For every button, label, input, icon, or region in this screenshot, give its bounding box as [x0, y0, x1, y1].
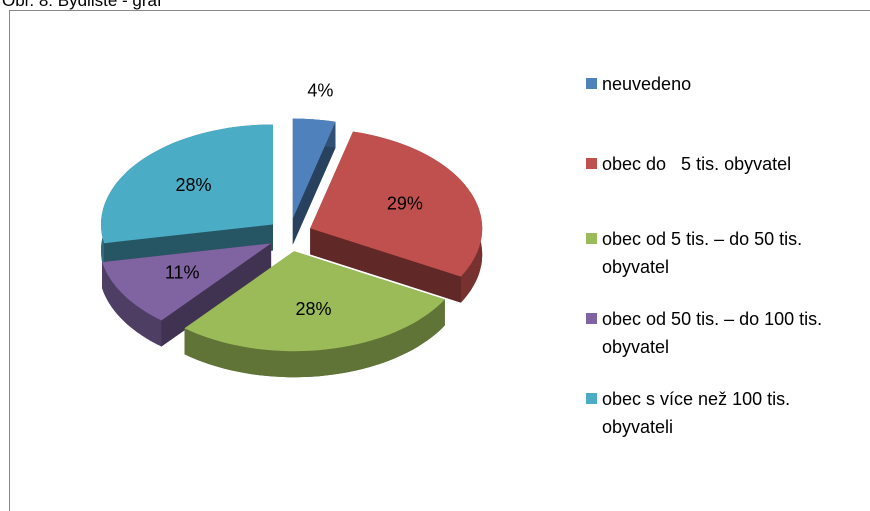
slice-side: [184, 299, 445, 378]
slice: [102, 243, 272, 347]
chart-frame: [9, 10, 870, 511]
legend-swatch: [586, 78, 597, 89]
slice-wall: [292, 121, 336, 245]
legend-item: obec od 50 tis. – do 100 tis. obyvatel: [586, 305, 852, 361]
slice-top: [184, 251, 445, 352]
slice-side: [102, 262, 162, 347]
slice: [184, 251, 445, 378]
legend-swatch: [586, 158, 597, 169]
slice-top: [310, 131, 483, 277]
legend-item: obec do 5 tis. obyvatel: [586, 150, 852, 178]
slice: [292, 118, 336, 245]
legend-label: obec do 5 tis. obyvatel: [602, 154, 792, 174]
legend-label: obec od 50 tis. – do 100 tis. obyvatel: [602, 309, 828, 357]
legend-item: obec s více než 100 tis. obyvateli: [586, 385, 852, 441]
data-label: 29%: [387, 193, 423, 213]
slice-top: [292, 118, 336, 219]
chart-title: Obr. 8: Bydliště - graf: [2, 0, 162, 10]
legend-item: obec od 5 tis. – do 50 tis. obyvatel: [586, 225, 852, 281]
legend-item: neuvedeno: [586, 70, 852, 98]
legend-swatch: [586, 393, 597, 404]
data-label: 11%: [165, 263, 200, 283]
slice: [310, 131, 483, 303]
legend-label: neuvedeno: [602, 74, 692, 94]
data-label: 28%: [176, 175, 212, 195]
slice-top: [102, 243, 272, 321]
legend-label: obec od 5 tis. – do 50 tis. obyvatel: [602, 229, 808, 277]
legend-label: obec s více než 100 tis. obyvateli: [602, 389, 796, 437]
data-label: 28%: [295, 299, 331, 319]
legend-swatch: [586, 233, 597, 244]
slice-top: [101, 124, 273, 244]
slice-wall: [310, 228, 461, 303]
legend-swatch: [586, 313, 597, 324]
data-label: 4%: [307, 80, 333, 100]
